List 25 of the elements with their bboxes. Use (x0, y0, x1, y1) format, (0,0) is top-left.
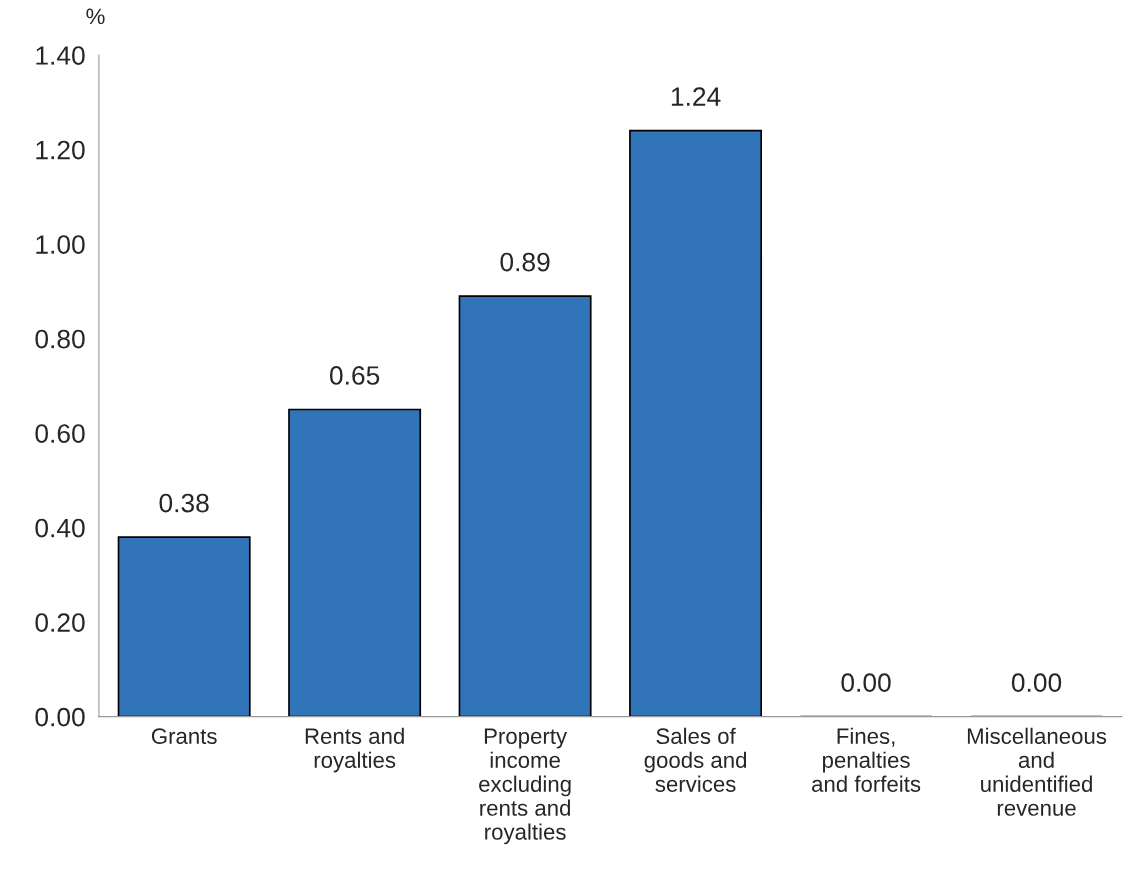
x-tick-label: Property income excluding rents and royalties (479, 728, 571, 845)
y-tick-label: 0.60 (35, 424, 85, 443)
data-label: 0.00 (1011, 673, 1062, 692)
y-axis-title: % (86, 8, 105, 25)
y-tick-label: 0.80 (35, 329, 85, 349)
y-tick-label: 1.40 (36, 46, 85, 65)
bar (629, 129, 763, 717)
y-tick-label: 1.20 (36, 140, 85, 160)
x-tick-label: Grants (151, 728, 217, 745)
data-label: 1.24 (671, 87, 721, 106)
data-label: 0.89 (500, 252, 550, 272)
bar (288, 408, 422, 717)
y-tick-label: 1.00 (36, 235, 85, 254)
y-tick-label: 0.40 (35, 518, 85, 538)
data-label: 0.00 (841, 673, 891, 692)
data-label: 0.38 (159, 493, 209, 513)
y-tick-label: 0.20 (35, 613, 85, 632)
x-tick-label: Rents and royalties (305, 727, 404, 773)
y-tick-label: 0.00 (35, 707, 85, 727)
data-label: 0.65 (329, 366, 380, 385)
bar (458, 295, 592, 717)
x-tick-label: Fines, penalties and forfeits (812, 727, 921, 792)
x-tick-label: Miscellaneous and unidentified revenue (967, 727, 1107, 816)
x-tick-label: Sales of goods and services (644, 727, 747, 792)
bar (117, 536, 251, 717)
